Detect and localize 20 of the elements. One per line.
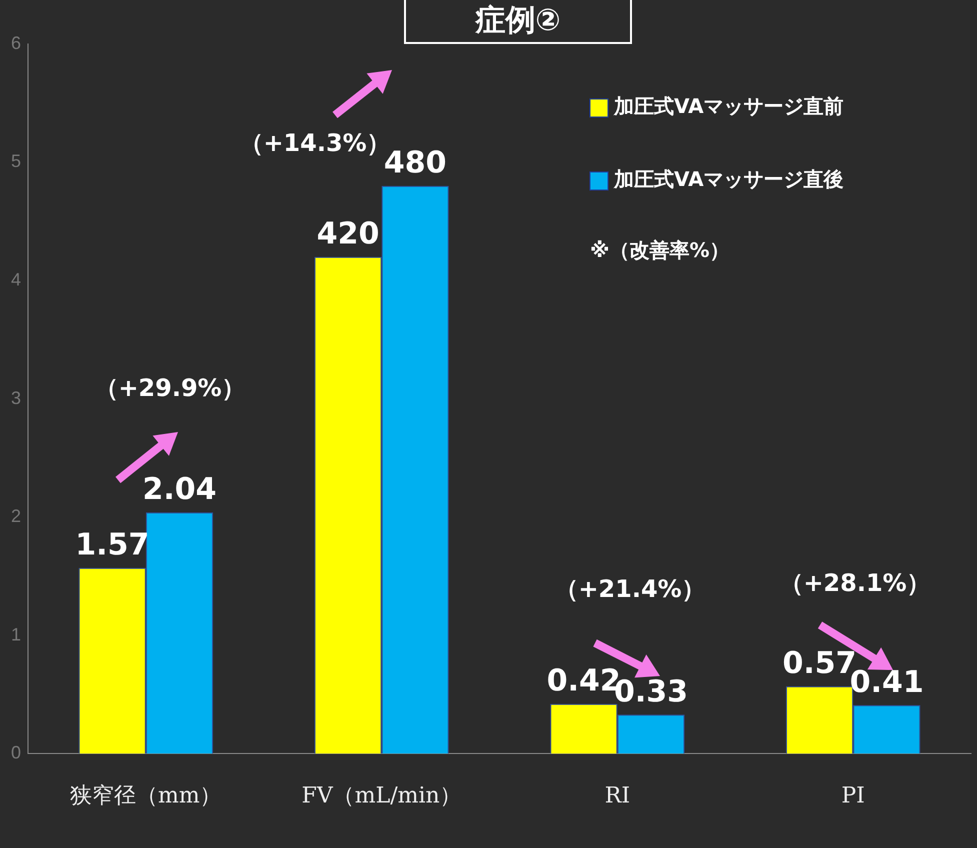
x-tick-label: 狭窄径（mm） — [70, 784, 222, 809]
annotation: 420 — [316, 216, 380, 252]
y-tick-label: 3 — [10, 388, 22, 408]
y-tick-label: 0 — [10, 742, 22, 763]
annotation: ※（改善率%） — [590, 238, 730, 262]
y-tick-label: 2 — [10, 506, 22, 526]
legend-label: 加圧式VAマッサージ直後 — [613, 167, 844, 192]
x-tick-label: PI — [841, 784, 865, 809]
x-tick-label: RI — [604, 784, 630, 809]
legend-label: 加圧式VAマッサージ直前 — [613, 94, 844, 118]
y-tick-label: 4 — [10, 270, 22, 290]
y-tick-label: 5 — [10, 151, 22, 172]
chart-title: 症例② — [404, 0, 632, 44]
y-tick-label: 6 — [10, 32, 22, 53]
annotation: （+29.9%） — [94, 374, 246, 402]
x-tick-label: FV（mL/min） — [302, 784, 462, 809]
annotation: （+28.1%） — [779, 569, 931, 598]
annotation: （+21.4%） — [554, 575, 706, 604]
data-label: 2.04 — [142, 472, 216, 508]
y-tick-label: 1 — [10, 624, 22, 644]
